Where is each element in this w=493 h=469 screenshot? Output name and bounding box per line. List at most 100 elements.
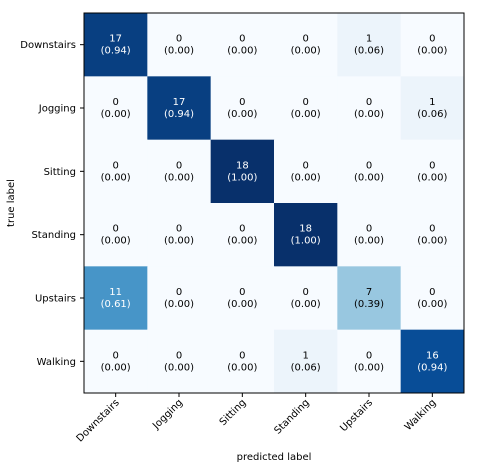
cell-count-label: 0 (366, 97, 372, 108)
y-tick-label: Sitting (44, 167, 76, 178)
cell-0-2 (210, 13, 275, 77)
cell-count-label: 0 (176, 224, 182, 235)
cell-5-0 (84, 329, 148, 394)
x-ticks-layer: Downstairs Jogging Sitting Standing Upstairs… (75, 393, 439, 445)
cell-count-label: 0 (112, 350, 118, 361)
cell-fraction-label: (0.00) (227, 362, 257, 373)
cell-fraction-label: (0.06) (417, 109, 447, 120)
cell-3-1 (147, 203, 212, 267)
cell-1-0 (84, 76, 148, 141)
cell-fraction-label: (0.00) (101, 362, 131, 373)
y-tick-label: Upstairs (35, 294, 76, 305)
cell-3-2 (210, 203, 275, 267)
cell-count-label: 0 (302, 34, 308, 45)
cell-count-label: 16 (426, 350, 439, 361)
cell-count-label: 0 (176, 34, 182, 45)
cell-count-label: 7 (366, 287, 372, 298)
x-tick-label: Upstairs (338, 397, 375, 434)
cell-fraction-label: (0.00) (101, 172, 131, 183)
cell-4-0 (84, 266, 148, 331)
cell-fraction-label: (0.00) (164, 236, 194, 247)
cell-count-label: 0 (176, 350, 182, 361)
y-tick-label: Standing (31, 230, 76, 241)
cell-1-2 (210, 76, 275, 141)
cell-count-label: 0 (429, 160, 435, 171)
cell-fraction-label: (1.00) (291, 236, 321, 247)
x-tick-label: Jogging (150, 397, 185, 432)
cell-fraction-label: (0.00) (227, 299, 257, 310)
cell-count-label: 11 (109, 287, 122, 298)
cell-3-5 (400, 203, 465, 267)
cell-count-label: 0 (112, 97, 118, 108)
cell-count-label: 18 (236, 160, 249, 171)
y-ticks-layer: Downstairs Jogging Sitting Standing Upstairs… (20, 40, 84, 368)
cell-count-label: 0 (302, 97, 308, 108)
cell-1-3 (274, 76, 338, 141)
cell-fraction-label: (0.00) (164, 46, 194, 57)
cell-fraction-label: (0.00) (164, 172, 194, 183)
cell-fraction-label: (0.00) (101, 236, 131, 247)
cell-4-1 (147, 266, 212, 331)
cell-fraction-label: (0.00) (164, 299, 194, 310)
cell-fraction-label: (0.06) (291, 362, 321, 373)
x-tick-label: Sitting (218, 397, 249, 428)
cell-0-5 (400, 13, 465, 77)
cell-count-label: 0 (366, 160, 372, 171)
cell-count-label: 0 (112, 224, 118, 235)
cell-1-4 (337, 76, 402, 141)
cell-fraction-label: (0.39) (354, 299, 384, 310)
x-tick-label: Standing (273, 397, 312, 436)
cell-count-label: 0 (239, 97, 245, 108)
cell-fraction-label: (0.00) (227, 109, 257, 120)
cell-fraction-label: (0.00) (417, 46, 447, 57)
y-tick-label: Downstairs (20, 40, 76, 51)
cell-labels-layer: 17(0.94)0(0.00)0(0.00)0(0.00)1(0.06)0(0.… (101, 34, 448, 374)
cell-4-3 (274, 266, 338, 331)
cell-fraction-label: (0.00) (417, 172, 447, 183)
y-tick-label: Jogging (38, 104, 76, 115)
cell-count-label: 0 (239, 34, 245, 45)
cell-count-label: 0 (429, 34, 435, 45)
cell-fraction-label: (0.00) (291, 109, 321, 120)
cell-fraction-label: (0.06) (354, 46, 384, 57)
cell-3-0 (84, 203, 148, 267)
cell-count-label: 0 (176, 287, 182, 298)
cell-5-2 (210, 329, 275, 394)
cell-fraction-label: (0.00) (417, 299, 447, 310)
x-tick-label: Walking (403, 397, 439, 433)
cell-fraction-label: (0.94) (417, 362, 447, 373)
cell-count-label: 1 (429, 97, 435, 108)
cell-fraction-label: (0.00) (354, 109, 384, 120)
cell-1-1 (147, 76, 212, 141)
cell-4-2 (210, 266, 275, 331)
cell-0-0 (84, 13, 148, 77)
cell-count-label: 0 (112, 160, 118, 171)
cell-fraction-label: (0.00) (291, 46, 321, 57)
cell-3-4 (337, 203, 402, 267)
y-axis-label: true label (6, 179, 17, 227)
cell-count-label: 0 (239, 287, 245, 298)
cell-fraction-label: (0.61) (101, 299, 131, 310)
cell-count-label: 0 (366, 224, 372, 235)
cell-3-3 (274, 203, 338, 267)
cell-fraction-label: (0.00) (354, 172, 384, 183)
cell-fraction-label: (0.00) (354, 362, 384, 373)
cell-fraction-label: (0.00) (164, 362, 194, 373)
cell-fraction-label: (0.00) (291, 299, 321, 310)
cell-2-5 (400, 139, 465, 204)
cell-fraction-label: (0.00) (354, 236, 384, 247)
cell-count-label: 17 (173, 97, 186, 108)
cell-count-label: 17 (109, 34, 122, 45)
cell-count-label: 1 (302, 350, 308, 361)
plot-frame (83, 12, 465, 394)
cell-4-5 (400, 266, 465, 331)
cell-count-label: 0 (239, 350, 245, 361)
cell-5-3 (274, 329, 338, 394)
cell-count-label: 0 (176, 160, 182, 171)
cell-1-5 (400, 76, 465, 141)
cell-0-4 (337, 13, 402, 77)
cell-fraction-label: (0.00) (227, 46, 257, 57)
cell-0-1 (147, 13, 212, 77)
